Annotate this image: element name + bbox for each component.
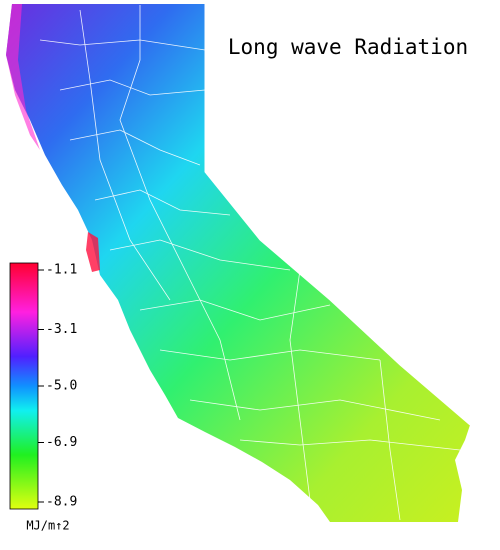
legend-tick-label: -8.9 — [46, 495, 77, 510]
map-title: Long wave Radiation — [228, 35, 468, 59]
bay-area-highlight — [86, 232, 100, 272]
legend-tick-label: -1.1 — [46, 263, 77, 278]
legend-unit: MJ/m↑2 — [26, 519, 69, 533]
legend-tick-label: -6.9 — [46, 435, 77, 450]
color-bar — [9, 262, 39, 510]
legend-tick-label: -3.1 — [46, 322, 77, 337]
north-coast-highlight — [6, 4, 40, 150]
california-map — [6, 4, 471, 522]
legend: MJ/m↑2 -1.1 -3.1 -5.0 -6.9 -8.9 — [9, 262, 77, 533]
legend-tick-label: -5.0 — [46, 379, 77, 394]
county-lines — [39, 5, 461, 521]
state-shape — [6, 4, 470, 522]
border-line — [204, 4, 471, 426]
